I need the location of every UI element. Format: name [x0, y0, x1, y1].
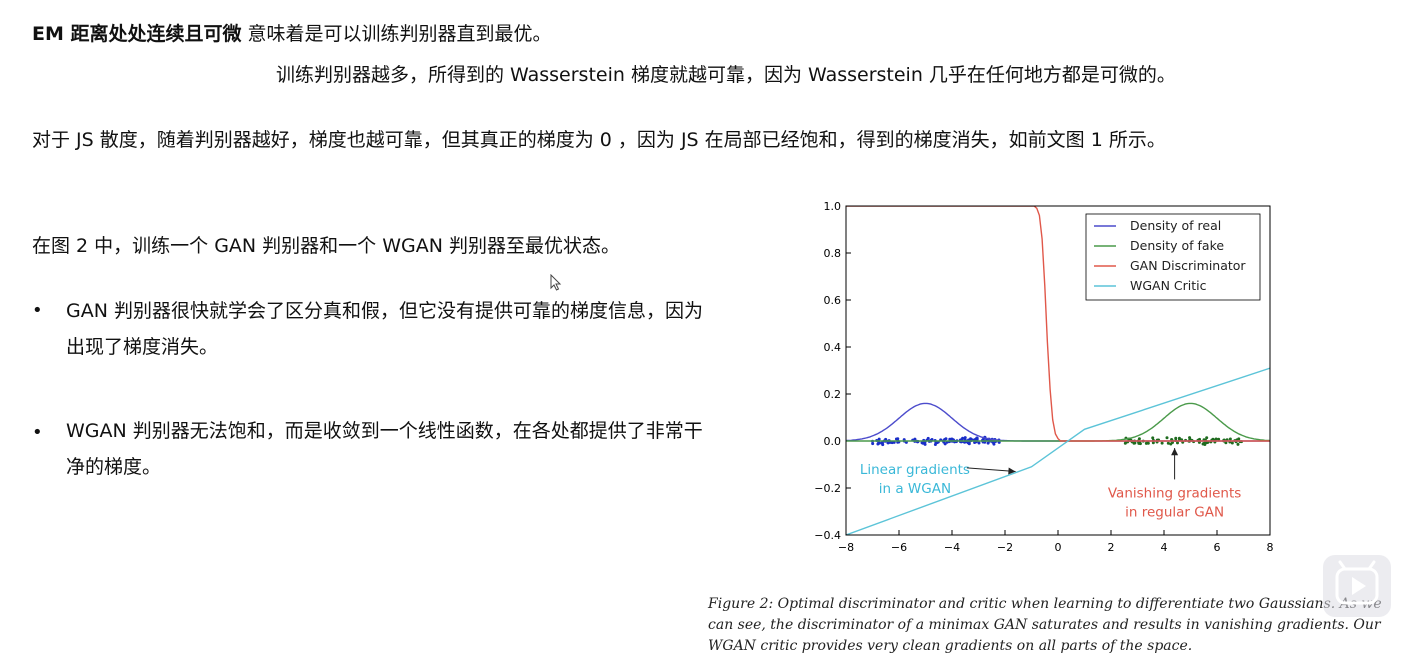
y-tick-label: 0.4	[824, 341, 842, 354]
sample-point	[944, 437, 948, 441]
sample-point	[1188, 436, 1192, 440]
sample-point	[950, 437, 954, 441]
sample-point	[1217, 437, 1221, 441]
x-tick-label: 4	[1161, 541, 1168, 554]
sample-point	[886, 441, 890, 445]
sample-point	[1123, 441, 1127, 445]
x-tick-label: −4	[944, 541, 960, 554]
legend-label: Density of fake	[1130, 238, 1224, 253]
sample-point	[1151, 441, 1155, 445]
plot-frame	[845, 205, 1271, 536]
em-distance-rest: 意味着是可以训练判别器直到最优。	[241, 23, 552, 45]
sample-point	[1228, 437, 1232, 441]
figure2-intro-line: 在图 2 中，训练一个 GAN 判别器和一个 WGAN 判别器至最优状态。	[32, 235, 620, 257]
annotation-text: Vanishing gradients	[1108, 485, 1241, 501]
x-tick-label: 2	[1108, 541, 1115, 554]
mouse-cursor-icon	[550, 274, 562, 291]
legend-label: Density of real	[1130, 218, 1221, 233]
sample-point	[977, 441, 981, 445]
sample-point	[1175, 441, 1179, 445]
y-tick-label: 0.0	[824, 435, 842, 448]
sample-point	[926, 436, 930, 440]
x-tick-label: 0	[1055, 541, 1062, 554]
sample-point	[1137, 437, 1141, 441]
sample-point	[973, 441, 977, 445]
x-tick-label: −6	[891, 541, 907, 554]
em-distance-line: EM 距离处处连续且可微 意味着是可以训练判别器直到最优。	[32, 22, 552, 46]
series-line	[846, 402, 1270, 442]
legend-label: WGAN Critic	[1130, 278, 1207, 293]
sample-point	[1230, 441, 1234, 445]
sample-point	[1203, 443, 1207, 447]
sample-point	[884, 437, 888, 441]
sample-point	[992, 442, 996, 446]
figure-2-chart: −8 −6 −4 −2 0 2 4 6 8 −0.4 −0.2 0.0 0.2 0.4 0.6 0.8 1.0 D…	[814, 200, 1274, 554]
sample-point	[923, 442, 927, 446]
bullet2-text: WGAN 判别器无法饱和，而是收敛到一个线性函数，在各处都提供了非常干净的梯度。	[66, 420, 703, 478]
sample-point	[896, 437, 900, 441]
sample-point	[1214, 437, 1218, 441]
bullet1-dot: •	[32, 300, 43, 321]
x-tick-label: −2	[997, 541, 1013, 554]
y-tick-label: 0.2	[824, 388, 842, 401]
sample-point	[1144, 441, 1148, 445]
legend-label: GAN Discriminator	[1130, 258, 1246, 273]
y-tick-label: 1.0	[824, 200, 842, 213]
figure-caption: Figure 2: Optimal discriminator and crit…	[708, 596, 1382, 654]
x-tick-label: 6	[1214, 541, 1221, 554]
annotation-text: in regular GAN	[1125, 504, 1224, 520]
sample-point	[1151, 436, 1155, 440]
js-divergence-line: 对于 JS 散度，随着判别器越好，梯度也越可靠，但其真正的梯度为 0 ，因为 J…	[32, 129, 1166, 151]
sample-point	[1166, 441, 1170, 445]
y-tick-label: 0.6	[824, 294, 842, 307]
y-tick-label: −0.4	[814, 529, 841, 542]
sample-point	[1174, 436, 1178, 440]
series-line	[846, 367, 1270, 535]
sample-point	[1138, 442, 1142, 446]
annotation-arrowhead	[1171, 448, 1179, 456]
sample-point	[943, 442, 947, 446]
annotation-arrowhead	[1008, 467, 1016, 475]
wasserstein-line: 训练判别器越多，所得到的 Wasserstein 梯度就越可靠，因为 Wasse…	[276, 64, 1176, 86]
sample-point	[881, 443, 885, 447]
sample-point	[871, 442, 875, 446]
video-player-watermark	[1323, 555, 1391, 617]
y-tick-label: −0.2	[814, 482, 841, 495]
sample-point	[1165, 436, 1169, 440]
sample-point	[890, 441, 894, 445]
annotation-arrow	[966, 467, 1016, 473]
sample-point	[933, 442, 937, 446]
x-tick-label: −8	[838, 541, 854, 554]
x-tick-label: 8	[1267, 541, 1274, 554]
sample-point	[1160, 441, 1164, 445]
sample-point	[920, 441, 924, 445]
em-distance-bold: EM 距离处处连续且可微	[32, 23, 242, 45]
sample-point	[876, 442, 880, 446]
bullet1-text: GAN 判别器很快就学会了区分真和假，但它没有提供可靠的梯度信息，因为出现了梯度…	[66, 300, 703, 358]
sample-point	[1205, 436, 1209, 440]
sample-point	[1169, 442, 1173, 446]
y-tick-label: 0.8	[824, 247, 842, 260]
sample-point	[974, 437, 978, 441]
play-icon	[1335, 560, 1379, 605]
bullet2-dot: •	[32, 422, 43, 443]
sample-point	[986, 441, 990, 445]
annotation-text: Linear gradients	[860, 462, 970, 478]
annotation-text: in a WGAN	[879, 481, 951, 497]
sample-point	[1224, 441, 1228, 445]
sample-point	[913, 437, 917, 441]
sample-point	[1236, 442, 1240, 446]
